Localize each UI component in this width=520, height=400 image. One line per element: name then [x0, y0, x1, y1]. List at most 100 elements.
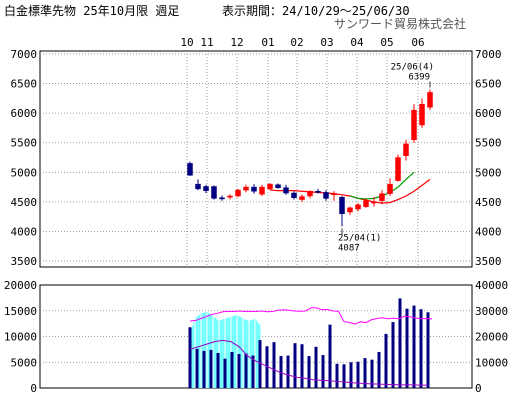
candle-body: [291, 192, 297, 199]
candle-body: [211, 186, 217, 199]
candle-body: [243, 186, 249, 191]
volume-bar: [237, 354, 241, 388]
candle-body: [315, 191, 321, 193]
price-tick-right: 6000: [475, 107, 502, 120]
candle-body: [299, 196, 305, 200]
price-tick-left: 5000: [11, 166, 38, 179]
high-annotation-date: 25/06(4): [391, 63, 434, 73]
candle-body: [227, 195, 233, 198]
volume-panel: 0 5000 10000 15000 20000 0 10000 20000 30000 4000…: [4, 279, 508, 395]
volume-bar: [314, 346, 318, 388]
month-label: 03: [320, 36, 333, 49]
candle-body: [395, 157, 401, 181]
chart-title: 白金標準先物 25年10月限 週足: [4, 4, 180, 18]
volume-tick-left: 15000: [4, 305, 37, 318]
month-label: 05: [380, 36, 393, 49]
price-tick-right: 4500: [475, 196, 502, 209]
volume-bar: [419, 309, 423, 388]
low-annotation-date: 25/04(1): [338, 233, 381, 243]
volume-bar: [426, 312, 430, 388]
candle-body: [347, 207, 353, 213]
candle-body: [331, 193, 337, 196]
volume-bar: [398, 298, 402, 388]
high-annotation-value: 6399: [408, 73, 430, 83]
volume-bar: [412, 305, 416, 388]
candle-body: [355, 204, 361, 210]
price-tick-right: 3500: [475, 255, 502, 268]
volume-bar: [223, 358, 227, 388]
volume-bar: [363, 358, 367, 388]
price-tick-right: 5000: [475, 166, 502, 179]
moving-average-long: [269, 178, 431, 204]
candle-body: [219, 197, 225, 200]
volume-bar: [195, 348, 199, 388]
candle-body: [419, 104, 425, 126]
price-tick-left: 5500: [11, 137, 38, 150]
price-tick-right: 5500: [475, 137, 502, 150]
open-interest-tick-right: 40000: [475, 279, 508, 292]
display-period: 表示期間：24/10/29～25/06/30: [222, 4, 410, 18]
volume-bar: [272, 342, 276, 388]
volume-tick-left: 10000: [4, 331, 37, 344]
candle-body: [195, 183, 201, 190]
volume-bar: [279, 356, 283, 388]
open-interest-tick-right: 10000: [475, 356, 508, 369]
month-label: 04: [350, 36, 364, 49]
month-label: 10: [180, 36, 193, 49]
month-label: 01: [261, 36, 274, 49]
volume-bar: [244, 353, 248, 388]
candle-body: [371, 201, 377, 204]
price-tick-left: 6500: [11, 78, 38, 91]
volume-bar: [300, 344, 304, 388]
candle-body: [203, 186, 209, 191]
candle-body: [267, 183, 273, 190]
price-tick-right: 4000: [475, 225, 502, 238]
thin-indicator-line: [189, 339, 428, 386]
candle-body: [387, 183, 393, 194]
candle-body: [379, 193, 385, 201]
volume-bar: [335, 363, 339, 388]
candle-body: [275, 184, 281, 188]
volume-bar: [377, 351, 381, 388]
volume-tick-left: 5000: [11, 356, 38, 369]
volume-bar: [370, 359, 374, 388]
open-interest-tick-right: 20000: [475, 331, 508, 344]
volume-bar: [251, 355, 255, 388]
candle-body: [339, 196, 345, 214]
volume-bar: [188, 327, 192, 388]
company-name: サンワード貿易株式会社: [334, 17, 467, 31]
open-interest-tick-right: 0: [475, 382, 482, 395]
low-annotation-value: 4087: [338, 243, 360, 253]
candle-body: [307, 191, 313, 197]
volume-bar: [286, 355, 290, 388]
volume-bar: [293, 343, 297, 388]
candle-body: [323, 192, 329, 199]
price-tick-left: 6000: [11, 107, 38, 120]
price-tick-left: 3500: [11, 255, 38, 268]
month-label: 11: [200, 36, 213, 49]
volume-bar: [216, 352, 220, 388]
candle-body: [403, 143, 409, 156]
volume-bar: [230, 351, 234, 388]
volume-bar: [307, 356, 311, 388]
volume-bar: [342, 364, 346, 388]
candle-body: [283, 187, 289, 194]
volume-tick-left: 20000: [4, 279, 37, 292]
volume-bar: [349, 362, 353, 388]
volume-bar: [321, 355, 325, 388]
volume-bar: [384, 333, 388, 388]
candle-body: [411, 109, 417, 141]
volume-bar: [356, 361, 360, 388]
price-tick-left: 4000: [11, 225, 38, 238]
volume-bar: [209, 349, 213, 388]
candle-body: [187, 163, 193, 176]
candle-body: [363, 200, 369, 207]
volume-bar: [258, 340, 262, 388]
price-panel: 3500 3500 4000 4000 4500 4500 5000 5000 5500 5500…: [11, 36, 502, 268]
price-tick-left: 4500: [11, 196, 38, 209]
open-interest-tick-right: 30000: [475, 305, 508, 318]
open-interest-line: [189, 307, 433, 325]
month-label: 02: [290, 36, 303, 49]
price-tick-left: 7000: [11, 48, 38, 61]
